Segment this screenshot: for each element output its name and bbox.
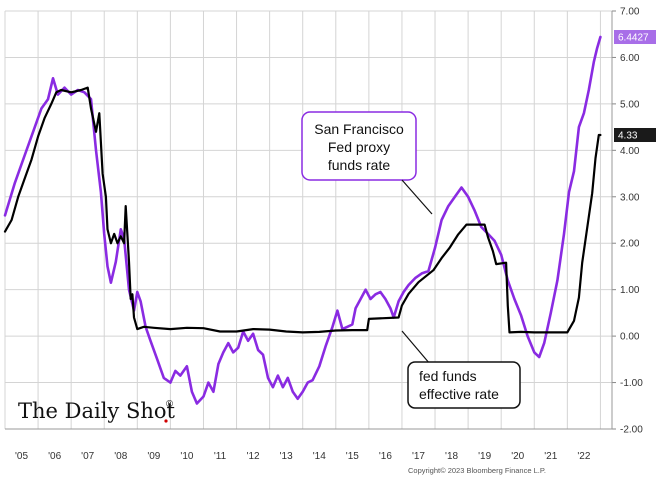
gridlines [4, 10, 616, 430]
x-tick-label: '09 [147, 451, 160, 462]
series-lines: 6.4427 4.33 [3, 30, 656, 405]
last-value-tag-eff_ffr [614, 128, 656, 143]
x-tick-label: '08 [114, 451, 127, 462]
x-tick-label: '21 [544, 451, 557, 462]
y-tick-label: -2.00 [620, 425, 643, 436]
last-value-label-eff_ffr: 4.33 [618, 131, 638, 142]
sf-annotation-line-2: Fed proxy [328, 139, 390, 155]
y-tick-label: 3.00 [620, 192, 640, 203]
x-tick-label: '10 [180, 451, 193, 462]
series-line-eff_ffr [3, 86, 602, 334]
fed-funds-annotation-arrow [401, 330, 431, 365]
x-tick-label: '15 [346, 451, 359, 462]
x-tick-label: '06 [48, 451, 61, 462]
y-tick-label: 0.00 [620, 332, 640, 343]
ff-annotation-line-2: effective rate [419, 386, 499, 402]
sf-annotation-line-1: San Francisco [314, 121, 404, 137]
x-tick-label: '12 [247, 451, 260, 462]
y-tick-label: 2.00 [620, 239, 640, 250]
logo-dot-icon [164, 419, 168, 423]
x-tick-label: '13 [280, 451, 293, 462]
x-tick-label: '20 [511, 451, 524, 462]
x-tick-label: '14 [313, 451, 326, 462]
y-tick-label: 1.00 [620, 285, 640, 296]
x-tick-label: '11 [214, 451, 227, 462]
x-tick-label: '07 [81, 451, 94, 462]
y-tick-label: 4.00 [620, 146, 640, 157]
daily-shot-logo: The Daily Shot ® [18, 399, 176, 423]
sf-proxy-annotation: San Francisco Fed proxy funds rate [301, 111, 433, 215]
sf-proxy-annotation-arrow [401, 179, 433, 215]
sf-annotation-line-3: funds rate [328, 157, 390, 173]
y-tick-label: 5.00 [620, 99, 640, 110]
x-tick-label: '17 [412, 451, 425, 462]
copyright-text: Copyright© 2023 Bloomberg Finance L.P. [408, 466, 546, 475]
x-tick-label: '16 [379, 451, 392, 462]
logo-registered-mark: ® [165, 400, 174, 410]
last-value-label-sf_proxy: 6.4427 [618, 33, 649, 44]
y-tick-label: -1.00 [620, 378, 643, 389]
last-value-tag-sf_proxy [614, 30, 656, 45]
x-tick-label: '18 [445, 451, 458, 462]
x-tick-label: '19 [478, 451, 491, 462]
x-axis-tick-labels: '05 '06 '07 '08 '09 '10 '11 '12 '13 '14 '15 '16 '17 '… [15, 451, 591, 462]
series-line-sf_proxy [3, 35, 602, 405]
y-tick-label: 7.00 [620, 7, 640, 18]
y-tick-label: 6.00 [620, 53, 640, 64]
ff-annotation-line-1: fed funds [419, 368, 477, 384]
x-tick-label: '05 [15, 451, 28, 462]
y-axis-tick-labels: -2.00 -1.00 0.00 1.00 2.00 3.00 4.00 5.00 6.00 7.… [620, 7, 643, 436]
x-tick-label: '22 [577, 451, 590, 462]
logo-text: The Daily Shot [18, 399, 176, 423]
fed-funds-annotation: fed funds effective rate [401, 330, 521, 409]
sf-proxy-annotation-box [301, 111, 417, 181]
fed-funds-annotation-box [407, 361, 521, 409]
